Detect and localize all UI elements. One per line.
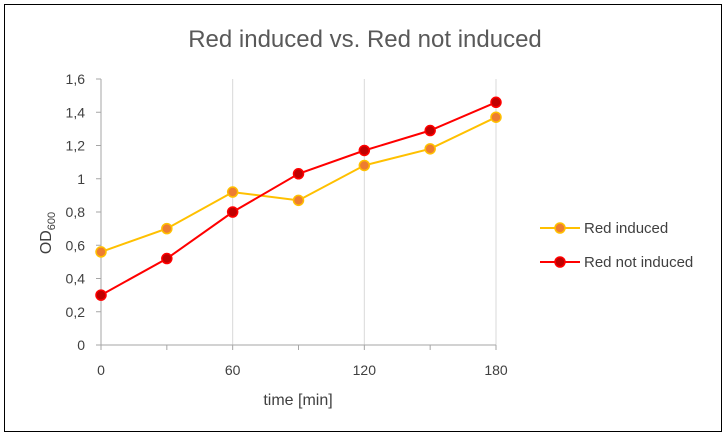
y-tick-label: 0,6 bbox=[66, 237, 86, 253]
y-tick-label: 0,2 bbox=[66, 304, 86, 320]
legend-item-0: Red induced bbox=[540, 220, 668, 237]
axes bbox=[96, 78, 497, 350]
chart-frame bbox=[4, 4, 722, 432]
legend-marker bbox=[554, 256, 566, 268]
y-tick-label: 0,8 bbox=[66, 204, 86, 220]
y-tick-label: 0,4 bbox=[66, 271, 86, 287]
data-point bbox=[95, 246, 107, 258]
y-axis-label-sub: 600 bbox=[46, 212, 58, 230]
series-0 bbox=[95, 111, 502, 258]
x-tick-label: 120 bbox=[353, 362, 377, 378]
data-point bbox=[490, 96, 502, 109]
y-axis-label: OD600 bbox=[38, 212, 58, 254]
series-1 bbox=[95, 96, 502, 301]
x-tick-label: 180 bbox=[484, 362, 508, 378]
y-axis-label-main: OD bbox=[38, 230, 55, 254]
legend: Red induced Red not induced bbox=[540, 220, 693, 271]
y-tick-label: 1 bbox=[77, 171, 85, 187]
legend-label: Red induced bbox=[584, 220, 668, 237]
data-point bbox=[292, 194, 305, 207]
series bbox=[95, 96, 502, 301]
data-point bbox=[358, 159, 371, 172]
legend-label: Red not induced bbox=[584, 254, 693, 271]
data-point bbox=[161, 252, 173, 265]
y-tick-label: 0 bbox=[77, 337, 85, 353]
x-axis-label: time [min] bbox=[263, 392, 332, 409]
data-point bbox=[226, 186, 239, 198]
chart-title: Red induced vs. Red not induced bbox=[188, 26, 542, 53]
x-tick-label: 0 bbox=[97, 362, 105, 378]
legend-marker bbox=[554, 222, 566, 234]
y-tick-label: 1,4 bbox=[66, 104, 86, 120]
series-line bbox=[100, 116, 497, 253]
data-point bbox=[161, 222, 173, 235]
data-point bbox=[292, 168, 305, 180]
data-point bbox=[490, 111, 502, 123]
data-point bbox=[226, 206, 239, 218]
data-point bbox=[95, 289, 107, 301]
y-tick-labels: 0 0,2 0,4 0,6 0,8 1 1,2 1,4 1,6 bbox=[66, 71, 86, 353]
data-point bbox=[424, 124, 436, 137]
y-tick-label: 1,2 bbox=[66, 138, 86, 154]
y-tick-label: 1,6 bbox=[66, 71, 86, 87]
legend-item-1: Red not induced bbox=[540, 254, 693, 271]
data-point bbox=[358, 144, 371, 157]
data-point bbox=[424, 143, 436, 155]
x-tick-label: 60 bbox=[225, 362, 241, 378]
x-tick-labels: 0 60 120 180 bbox=[97, 362, 508, 378]
